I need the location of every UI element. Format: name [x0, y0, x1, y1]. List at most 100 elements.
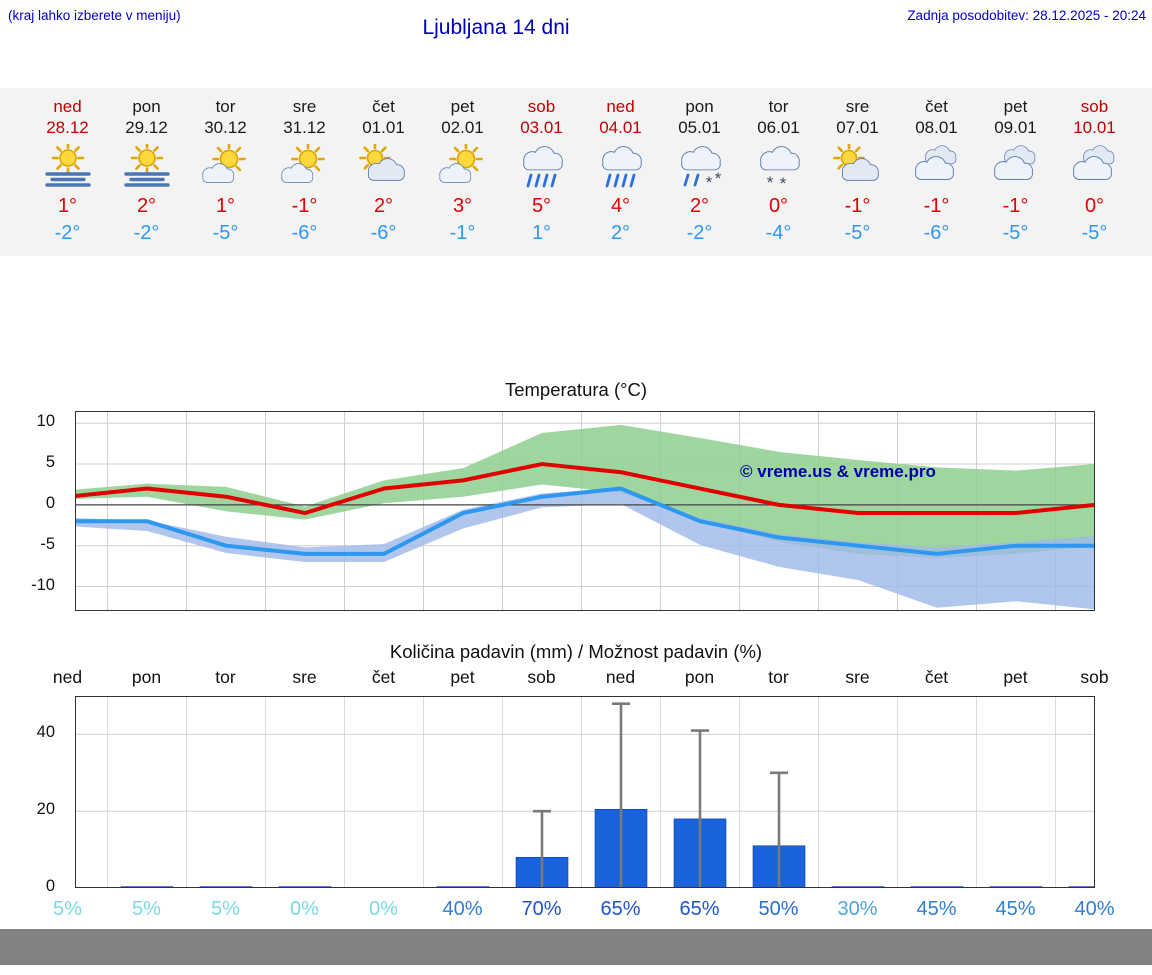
precip-probability: 0%: [369, 898, 398, 920]
high-temp: 2°: [689, 195, 710, 217]
forecast-day-cell: ned 04.01 4° 2°: [581, 96, 660, 246]
high-temp: -1°: [1002, 195, 1029, 217]
day-date: 30.12: [204, 118, 247, 137]
high-temp: 4°: [610, 195, 631, 217]
precip-probability: 5%: [211, 898, 240, 920]
precipitation-chart-title: Količina padavin (mm) / Možnost padavin …: [389, 641, 763, 662]
precipitation-y-axis: 0 20 40: [11, 696, 67, 895]
day-date: 01.01: [362, 118, 405, 137]
svg-text:*: *: [705, 173, 712, 190]
precip-probability: 5%: [132, 898, 161, 920]
day-date: 10.01: [1073, 118, 1116, 137]
forecast-day-cell: sob 10.01 0° -5°: [1055, 96, 1134, 246]
day-name: pet: [1003, 97, 1028, 116]
low-temp: 2°: [610, 222, 631, 244]
day-name: čet: [925, 97, 948, 116]
sun-fog-icon: [119, 144, 175, 190]
precip-day-label: čet: [371, 667, 396, 687]
low-temp: 1°: [531, 222, 552, 244]
precip-probability: 65%: [679, 898, 720, 920]
precip-day-label: ned: [52, 667, 83, 687]
precip-day-label: sob: [1080, 667, 1109, 687]
precip-day-label: tor: [215, 667, 236, 687]
high-temp: -1°: [844, 195, 871, 217]
sun-fog-icon: [40, 144, 96, 190]
rain-icon: [514, 144, 570, 190]
forecast-day-cell: sre 31.12 -1° -6°: [265, 96, 344, 246]
low-temp: -6°: [370, 222, 397, 244]
low-temp: -6°: [923, 222, 950, 244]
day-name: tor: [215, 97, 236, 116]
day-name: pon: [132, 97, 161, 116]
day-date: 28.12: [46, 118, 89, 137]
forecast-day-cell: pet 09.01 -1° -5°: [976, 96, 1055, 246]
day-date: 07.01: [836, 118, 879, 137]
forecast-day-cell: čet 08.01 -1° -6°: [897, 96, 976, 246]
low-temp: -2°: [54, 222, 81, 244]
y-tick-label: -10: [31, 575, 55, 594]
precipitation-probability-row: 5% 5% 5% 0% 0% 40% 70% 65% 65% 50% 30% 45% 45% 40%: [0, 898, 1152, 921]
y-tick-label: 5: [45, 453, 55, 472]
precip-day-label: pon: [684, 667, 715, 687]
mostly-sunny-icon: [198, 144, 254, 190]
y-tick-label: 0: [45, 877, 55, 895]
day-date: 05.01: [678, 118, 721, 137]
day-name: ned: [606, 97, 635, 116]
day-name: sob: [527, 97, 556, 116]
location-menu-hint: (kraj lahko izberete v meniju): [8, 8, 181, 23]
forecast-day-cell: pon 29.12 2° -2°: [107, 96, 186, 246]
cloudy-icon: [1067, 144, 1123, 190]
low-temp: -5°: [212, 222, 239, 244]
day-date: 08.01: [915, 118, 958, 137]
sleet-icon: * *: [672, 144, 728, 190]
day-name: pon: [685, 97, 714, 116]
precip-day-label: pet: [1003, 667, 1028, 687]
precip-day-label: pon: [131, 667, 162, 687]
partly-cloudy-icon: [356, 144, 412, 190]
high-temp: 1°: [215, 195, 236, 217]
precip-day-label: pet: [450, 667, 475, 687]
forecast-day-cell: sre 07.01 -1° -5°: [818, 96, 897, 246]
low-temp: -4°: [765, 222, 792, 244]
precip-probability: 45%: [916, 898, 957, 920]
forecast-day-cell: tor 06.01 * * 0° -4°: [739, 96, 818, 246]
temperature-y-axis: 10 5 0 -5 -10: [11, 411, 67, 611]
low-temp: -2°: [686, 222, 713, 244]
forecast-day-cell: ned 28.12 1° -2°: [28, 96, 107, 246]
precip-day-label: sob: [527, 667, 556, 687]
precip-probability: 50%: [758, 898, 799, 920]
temperature-chart-area: 10 5 0 -5 -10 © vreme.us & vreme.pro: [31, 411, 1095, 611]
snow-icon: * *: [751, 144, 807, 190]
low-temp: -6°: [291, 222, 318, 244]
precip-day-label: tor: [768, 667, 789, 687]
forecast-strip: ned 28.12 1° -2° pon 29.12 2° -2° tor 30.12 1° -5° s…: [0, 88, 1152, 256]
cloudy-icon: [909, 144, 965, 190]
precip-probability: 0%: [290, 898, 319, 920]
low-temp: -1°: [449, 222, 476, 244]
precip-day-label: sre: [845, 667, 870, 687]
forecast-day-cell: pon 05.01 * * 2° -2°: [660, 96, 739, 246]
forecast-day-cell: pet 02.01 3° -1°: [423, 96, 502, 246]
low-temp: -5°: [1081, 222, 1108, 244]
forecast-day-cell: čet 01.01 2° -6°: [344, 96, 423, 246]
high-temp: 0°: [1084, 195, 1105, 217]
cloudy-icon: [988, 144, 1044, 190]
high-temp: 3°: [452, 195, 473, 217]
temperature-chart-title: Temperatura (°C): [504, 379, 648, 400]
forecast-day-cell: tor 30.12 1° -5°: [186, 96, 265, 246]
forecast-day-cell: sob 03.01 5° 1°: [502, 96, 581, 246]
day-name: sre: [845, 97, 870, 116]
day-date: 06.01: [757, 118, 800, 137]
partly-cloudy-icon: [830, 144, 886, 190]
y-tick-label: 10: [36, 412, 55, 431]
day-name: čet: [372, 97, 395, 116]
low-temp: -5°: [844, 222, 871, 244]
last-updated-text: Zadnja posodobitev: 28.12.2025 - 20:24: [907, 8, 1146, 23]
precipitation-day-labels: ned pon tor sre čet pet sob ned pon tor sre čet pet s…: [0, 667, 1152, 688]
precip-day-label: ned: [605, 667, 636, 687]
day-date: 29.12: [125, 118, 168, 137]
y-tick-label: 0: [45, 493, 55, 512]
day-date: 04.01: [599, 118, 642, 137]
day-date: 02.01: [441, 118, 484, 137]
watermark-link[interactable]: © vreme.us & vreme.pro: [740, 462, 936, 481]
